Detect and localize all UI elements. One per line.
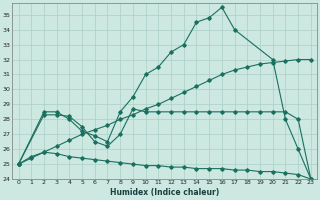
X-axis label: Humidex (Indice chaleur): Humidex (Indice chaleur) — [110, 188, 219, 197]
